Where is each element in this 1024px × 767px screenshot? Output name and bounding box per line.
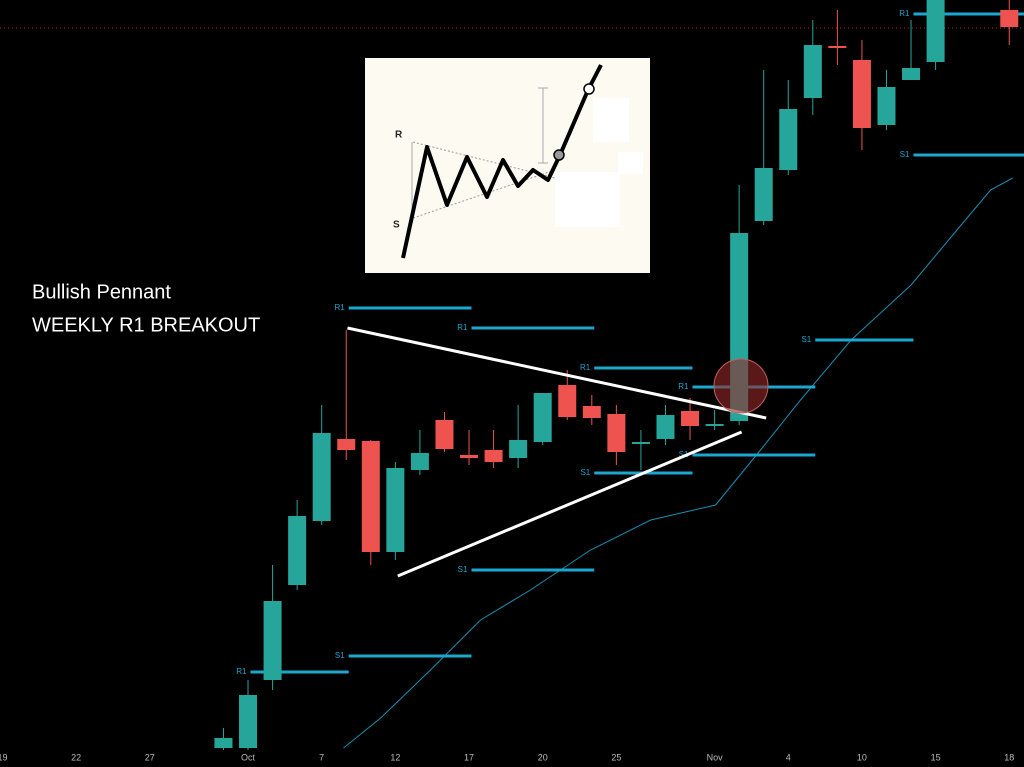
x-tick-label: 19 [0,752,7,762]
inset-support [412,169,556,219]
x-tick-label: 4 [786,752,791,762]
inset-resistance [412,141,556,179]
pivot-label: R1 [899,9,910,18]
trendline [397,430,743,578]
candle-body [803,45,822,98]
candle-body [656,415,675,439]
breakout-highlight [713,358,769,414]
inset-target-point [583,83,595,95]
x-tick-label: 25 [611,752,621,762]
candle-body [877,87,896,125]
x-tick-label: Nov [707,752,724,762]
candle-body [484,450,503,462]
candle-body [386,468,405,552]
inset-s-label: S [393,220,400,231]
candle-body [754,168,773,221]
candle-body [828,46,847,48]
annotation: Bullish Pennant [32,281,171,303]
inset-diagram: R S [365,58,650,273]
pivot-label: R1 [236,667,247,676]
annotation: WEEKLY R1 BREAKOUT [32,314,260,336]
candle-body [681,411,700,426]
x-tick-label: 12 [390,752,400,762]
inset-blank [618,152,643,174]
candle-body [435,420,454,449]
inset-blank [555,172,620,227]
candle-body [705,424,724,426]
candle-body [337,439,356,450]
pivot-label: R1 [580,363,591,372]
candle-body [1000,10,1019,27]
candle-body [361,441,380,552]
candle-body [312,433,331,521]
pivot-label: R1 [678,382,689,391]
pivot-label: S1 [335,651,345,660]
pivot-label: R1 [334,303,345,312]
candle-body [263,601,282,680]
inset-r-label: R [395,130,403,141]
x-tick-label: 17 [464,752,474,762]
pivot-label: S1 [801,335,811,344]
x-tick-label: Oct [241,752,256,762]
inset-blank [593,98,629,142]
candle-body [582,406,601,418]
candle-body [288,516,307,585]
candle-body [509,440,528,458]
candle-body [779,109,798,170]
x-tick-label: 20 [538,752,548,762]
candle-body [926,0,945,62]
candle-body [902,68,921,80]
trendline [347,326,767,420]
pivot-label: S1 [580,468,590,477]
inset-breakout-point [553,149,565,161]
x-tick-label: 7 [319,752,324,762]
candle-body [239,695,258,748]
pivot-label: S1 [458,565,468,574]
x-tick-label: 10 [857,752,867,762]
pivot-label: S1 [900,150,910,159]
pivot-label: R1 [457,323,468,332]
candle-body [558,385,577,417]
candle-body [631,442,650,444]
candle-body [214,738,233,748]
candle-body [410,453,429,470]
x-tick-label: 27 [145,752,155,762]
moving-average [343,177,1013,749]
x-tick-label: 15 [931,752,941,762]
candle-body [533,393,552,442]
candle-body [460,455,479,458]
candle-body [607,414,626,452]
x-tick-label: 18 [1004,752,1014,762]
x-tick-label: 22 [71,752,81,762]
candle-body [852,60,871,128]
inset-price-path [401,64,603,259]
